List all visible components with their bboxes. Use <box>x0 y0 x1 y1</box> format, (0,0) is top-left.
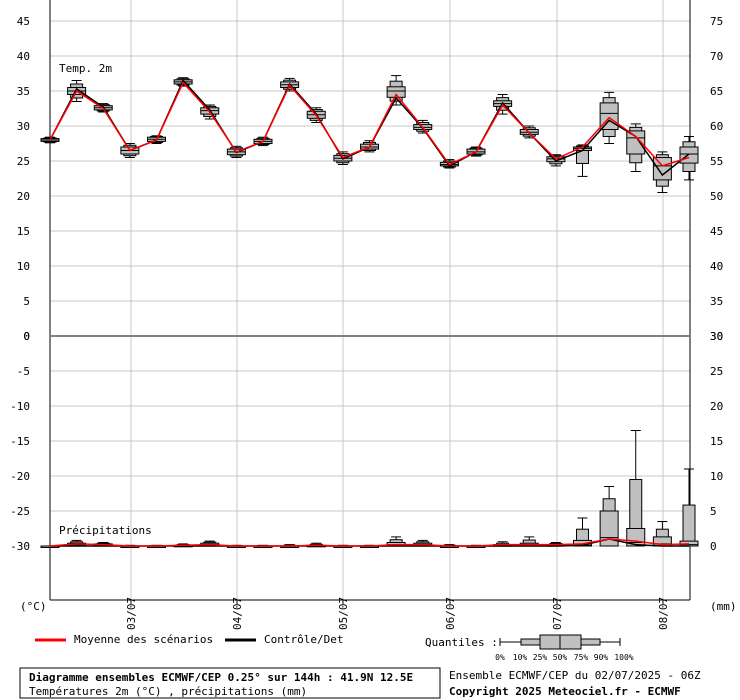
footer-run-info: Ensemble ECMWF/CEP du 02/07/2025 - 06Z <box>449 669 701 682</box>
precip-tick-right: 5 <box>710 505 717 518</box>
legend: Moyenne des scénarios Contrôle/Det Quant… <box>35 633 634 662</box>
legend-mean-label: Moyenne des scénarios <box>74 633 213 646</box>
temp-boxes <box>40 75 699 193</box>
quantile-tick-label: 75% <box>574 653 589 662</box>
temp-tick-right: 35 <box>710 295 723 308</box>
precip-tick-left: -25 <box>10 505 30 518</box>
precip-tick-left: -20 <box>10 470 30 483</box>
precip-box <box>599 486 619 547</box>
legend-quantile-ticks: 0% 10% 25% 50% 75% 90% 100% <box>495 653 634 662</box>
quantile-tick-label: 90% <box>594 653 609 662</box>
precip-tick-left: -10 <box>10 400 30 413</box>
precip-box <box>626 430 646 547</box>
precip-tick-right: 15 <box>710 435 723 448</box>
quantile-tick-label: 10% <box>513 653 528 662</box>
quantile-tick-label: 50% <box>553 653 568 662</box>
temp-tick-right: 40 <box>710 260 723 273</box>
x-tick-label: 04/07 <box>231 597 244 630</box>
precip-tick-left: 0 <box>23 330 30 343</box>
precip-tick-right: 25 <box>710 365 723 378</box>
temp-box <box>386 75 406 106</box>
footer-title-box <box>19 667 441 699</box>
precip-box <box>573 517 592 547</box>
temp-tick-left: 0 <box>23 330 30 343</box>
precip-tick-left: -5 <box>17 365 30 378</box>
legend-quantile-box <box>499 634 621 650</box>
temp-tick-left: 20 <box>17 190 30 203</box>
precip-tick-right: 0 <box>710 540 717 553</box>
quantile-tick-label: 25% <box>533 653 548 662</box>
temp-tick-right: 70 <box>710 50 723 63</box>
temp-tick-right: 60 <box>710 120 723 133</box>
temp-tick-right: 75 <box>710 15 723 28</box>
legend-control-label: Contrôle/Det <box>264 633 343 646</box>
quantile-tick-label: 0% <box>495 653 505 662</box>
temp-mean-line <box>49 81 690 167</box>
precip-tick-left: -15 <box>10 435 30 448</box>
temp-box <box>573 144 592 177</box>
series-lines <box>49 79 690 547</box>
footer-copyright: Copyright 2025 Meteociel.fr - ECMWF <box>449 685 681 698</box>
footer-subtitle: Températures 2m (°C) , précipitations (m… <box>29 685 307 698</box>
footer-title: Diagramme ensembles ECMWF/CEP 0.25° sur … <box>29 671 413 684</box>
precip-box <box>652 521 672 547</box>
temp-tick-right: 55 <box>710 155 723 168</box>
grid-lines <box>49 0 691 604</box>
x-tick-label: 06/07 <box>444 597 457 630</box>
quantile-tick-label: 100% <box>614 653 633 662</box>
temp-tick-left: 30 <box>17 120 30 133</box>
temp-tick-left: 5 <box>23 295 30 308</box>
temp-tick-left: 35 <box>17 85 30 98</box>
precip-unit-label: (mm) <box>710 600 737 613</box>
temp-tick-left: 10 <box>17 260 30 273</box>
temp-tick-left: 40 <box>17 50 30 63</box>
x-tick-label: 03/07 <box>125 597 138 630</box>
temp-tick-left: 25 <box>17 155 30 168</box>
precip-tick-right: 10 <box>710 470 723 483</box>
temp-tick-left: 15 <box>17 225 30 238</box>
precip-mean-line <box>49 538 690 547</box>
temp-tick-left: 45 <box>17 15 30 28</box>
precip-tick-right: 20 <box>710 400 723 413</box>
precip-box <box>679 468 699 547</box>
temp-tick-right: 65 <box>710 85 723 98</box>
legend-quantiles-label: Quantiles : <box>425 636 498 649</box>
temp-tick-right: 30 <box>710 330 723 343</box>
temp-box <box>626 123 646 172</box>
precip-panel-label: Précipitations <box>59 524 152 537</box>
temp-panel-label: Temp. 2m <box>59 62 112 75</box>
temp-unit-label: (°C) <box>20 600 47 613</box>
precip-tick-left: -30 <box>10 540 30 553</box>
precip-tick-right: 30 <box>710 330 723 343</box>
temp-tick-right: 45 <box>710 225 723 238</box>
x-tick-label: 08/07 <box>657 597 670 630</box>
temp-tick-right: 50 <box>710 190 723 203</box>
x-tick-label: 07/07 <box>551 597 564 630</box>
x-tick-label: 05/07 <box>337 597 350 630</box>
